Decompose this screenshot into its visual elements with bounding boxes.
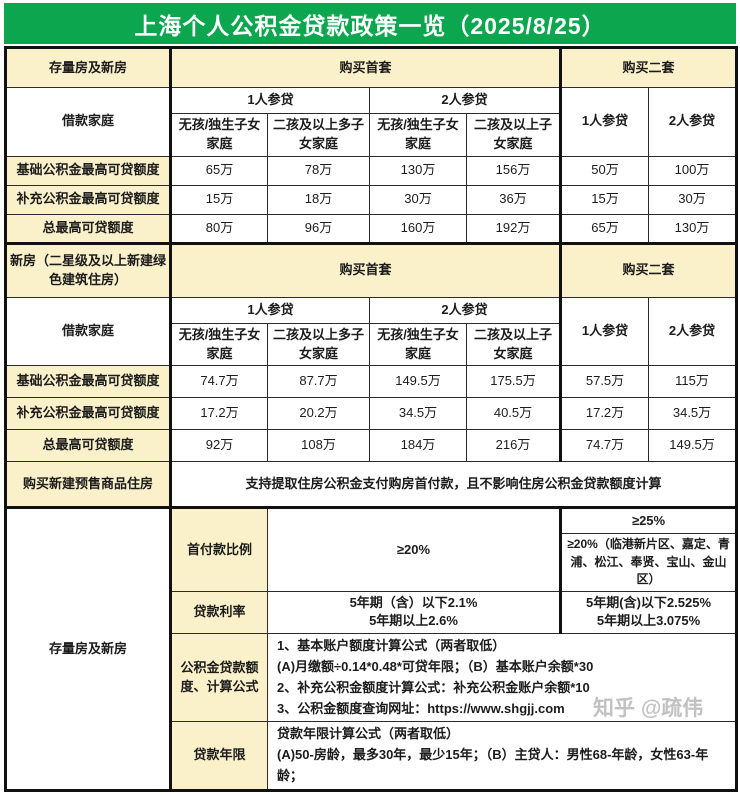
- formula-label: 公积金贷款额度、计算公式: [169, 633, 268, 723]
- value-cell: 192万: [465, 213, 562, 244]
- section2-second-home-header: 购买二套: [559, 241, 738, 298]
- value-cell: 30万: [648, 184, 738, 215]
- value-cell: 15万: [169, 184, 268, 215]
- down-payment-second-top: ≥25%: [559, 506, 738, 535]
- loan-term-content: 贷款年限计算公式（两者取低） (A)50-房龄，最多30年，最少15年；（B）主…: [266, 721, 738, 791]
- section2-first-home-header: 购买首套: [168, 241, 562, 298]
- policy-table: 存量房及新房 购买首套 购买二套 借款家庭 1人参贷 2人参贷 1人参贷 2人参…: [4, 46, 739, 792]
- value-cell: 216万: [465, 429, 562, 463]
- value-cell: 149.5万: [369, 365, 467, 399]
- row-label: 总最高可贷额度: [5, 213, 171, 244]
- value-cell: 15万: [559, 184, 650, 215]
- family-type-header: 二孩及以上多子女家庭: [267, 322, 370, 367]
- value-cell: 80万: [169, 213, 268, 244]
- section1-second-two-person-header: 2人参贷: [648, 87, 738, 157]
- family-type-header: 二孩及以上子女家庭: [465, 322, 562, 367]
- presale-label: 购买新建预售商品住房: [5, 461, 171, 509]
- family-type-header: 二孩及以上子女家庭: [465, 113, 562, 157]
- interest-rate-label: 贷款利率: [169, 590, 268, 635]
- value-cell: 78万: [267, 155, 370, 186]
- down-payment-second-bottom: ≥20%（临港新片区、嘉定、青浦、松江、奉贤、宝山、金山区）: [559, 533, 738, 592]
- family-type-header: 无孩/独生子女家庭: [369, 113, 467, 157]
- value-cell: 87.7万: [267, 365, 370, 399]
- row-label: 总最高可贷额度: [5, 429, 171, 463]
- value-cell: 34.5万: [648, 397, 738, 431]
- value-cell: 30万: [369, 184, 467, 215]
- value-cell: 184万: [369, 429, 467, 463]
- family-type-header: 无孩/独生子女家庭: [169, 322, 268, 367]
- value-cell: 18万: [267, 184, 370, 215]
- value-cell: 34.5万: [369, 397, 467, 431]
- section1-first-home-header: 购买首套: [168, 47, 562, 88]
- row-label: 基础公积金最高可贷额度: [5, 155, 171, 186]
- value-cell: 40.5万: [465, 397, 562, 431]
- value-cell: 65万: [169, 155, 268, 186]
- loan-term-label: 贷款年限: [169, 721, 268, 791]
- down-payment-label: 首付款比例: [169, 506, 268, 592]
- section2-second-two-person-header: 2人参贷: [648, 296, 738, 367]
- section2-two-person-header: 2人参贷: [368, 296, 562, 324]
- value-cell: 175.5万: [465, 365, 562, 399]
- value-cell: 130万: [369, 155, 467, 186]
- section1-title-cell: 存量房及新房: [5, 47, 171, 88]
- down-payment-main: ≥20%: [266, 506, 562, 592]
- family-type-header: 二孩及以上多子女家庭: [267, 113, 370, 157]
- section1-second-home-header: 购买二套: [559, 47, 738, 88]
- value-cell: 115万: [648, 365, 738, 399]
- value-cell: 92万: [169, 429, 268, 463]
- row-label: 补充公积金最高可贷额度: [5, 397, 171, 431]
- formula-content: 1、基本账户额度计算公式（两者取低） (A)月缴额÷0.14*0.48*可贷年限…: [266, 633, 738, 723]
- value-cell: 74.7万: [169, 365, 268, 399]
- value-cell: 96万: [267, 213, 370, 244]
- value-cell: 130万: [648, 213, 738, 244]
- value-cell: 100万: [648, 155, 738, 186]
- section2-family-label: 借款家庭: [5, 296, 171, 367]
- value-cell: 57.5万: [559, 365, 650, 399]
- value-cell: 149.5万: [648, 429, 738, 463]
- section2-one-person-header: 1人参贷: [169, 296, 370, 324]
- page-title: 上海个人公积金贷款政策一览（2025/8/25）: [4, 3, 736, 44]
- section2-second-one-person-header: 1人参贷: [559, 296, 650, 367]
- interest-rate-main: 5年期（含）以下2.1% 5年期以上2.6%: [266, 590, 562, 635]
- interest-rate-second: 5年期(含)以下2.525% 5年期以上3.075%: [559, 590, 738, 635]
- section1-one-person-header: 1人参贷: [169, 87, 370, 114]
- section1-two-person-header: 2人参贷: [368, 87, 562, 114]
- value-cell: 156万: [465, 155, 562, 186]
- value-cell: 65万: [559, 213, 650, 244]
- value-cell: 17.2万: [559, 397, 650, 431]
- value-cell: 108万: [267, 429, 370, 463]
- row-label: 基础公积金最高可贷额度: [5, 365, 171, 399]
- value-cell: 17.2万: [169, 397, 268, 431]
- section2-title-cell: 新房（二星级及以上新建绿色建筑住房）: [5, 241, 171, 298]
- row-label: 补充公积金最高可贷额度: [5, 184, 171, 215]
- section1-family-label: 借款家庭: [5, 87, 171, 157]
- value-cell: 160万: [369, 213, 467, 244]
- value-cell: 50万: [559, 155, 650, 186]
- value-cell: 74.7万: [559, 429, 650, 463]
- value-cell: 20.2万: [267, 397, 370, 431]
- family-type-header: 无孩/独生子女家庭: [369, 322, 467, 367]
- family-type-header: 无孩/独生子女家庭: [169, 113, 268, 157]
- section1-second-one-person-header: 1人参贷: [559, 87, 650, 157]
- value-cell: 36万: [465, 184, 562, 215]
- presale-content: 支持提取住房公积金支付购房首付款，且不影响住房公积金贷款额度计算: [168, 461, 738, 509]
- section3-title-cell: 存量房及新房: [5, 506, 171, 791]
